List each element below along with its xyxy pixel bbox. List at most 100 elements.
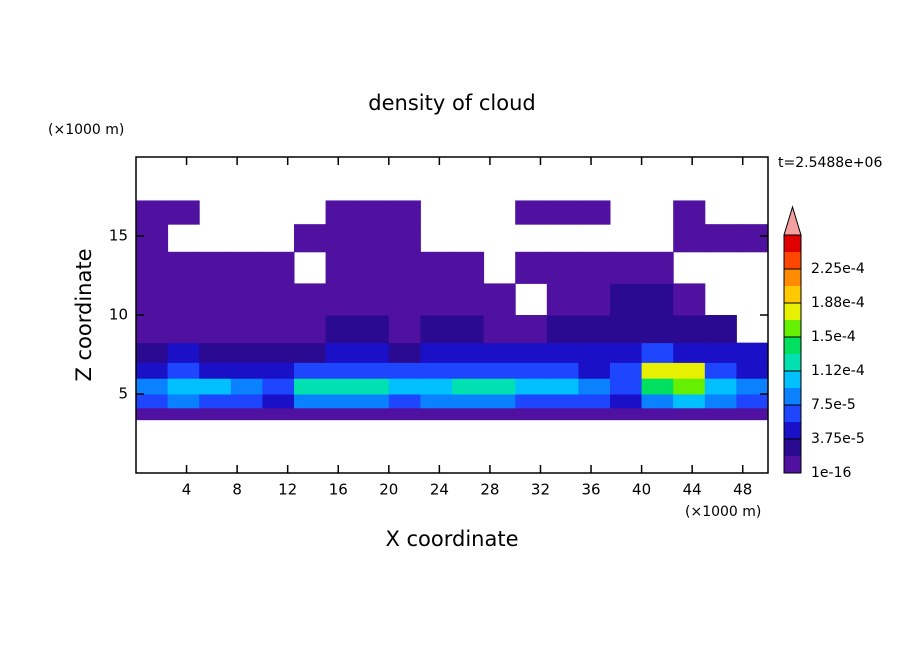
colorbar-band [784,252,801,269]
contour-cell [325,200,358,225]
contour-cell [452,378,485,395]
contour-cell [610,407,643,421]
contour-cell [136,224,169,253]
contour-cell [515,394,548,409]
contour-cell [578,283,611,316]
contour-cell [610,394,643,409]
contour-cell [546,394,579,409]
contour-cell [167,342,200,363]
x-axis-label: X coordinate [385,527,518,551]
contour-cell [136,251,169,284]
colorbar-tick-label: 1e-16 [811,465,851,481]
y-tick-label: 5 [118,385,128,403]
contour-cell [262,315,295,344]
colorbar-tick-label: 1.5e-4 [811,329,856,345]
colorbar-band [784,235,801,252]
contour-cell [452,342,485,363]
contour-cell [704,394,737,409]
contour-cell [230,342,263,363]
contour-cell [546,342,579,363]
contour-cell [262,342,295,363]
contour-cell [515,407,548,421]
contour-cell [230,378,263,395]
colorbar-band [784,303,801,320]
contour-cell [167,378,200,395]
contour-cell [167,283,200,316]
colorbar-band [784,320,801,337]
contour-cell [199,342,232,363]
contour-cell [230,394,263,409]
contour-cell [325,342,358,363]
contour-cell [388,224,421,253]
contour-cell [546,407,579,421]
contour-cell [262,394,295,409]
contour-cell [136,283,169,316]
x-tick-label: 32 [531,481,550,499]
contour-cell [578,378,611,395]
contour-cell [641,394,674,409]
contour-cell [262,251,295,284]
contour-cell [325,378,358,395]
x-tick-label: 16 [329,481,348,499]
x-tick-label: 36 [581,481,600,499]
contour-cell [515,251,548,284]
colorbar-band [784,388,801,405]
contour-cell [388,362,421,379]
contour-cell [294,394,327,409]
contour-cell [704,224,737,253]
contour-cell [357,283,390,316]
contour-cell [483,378,516,395]
x-tick-label: 4 [182,481,192,499]
colorbar-band [784,354,801,371]
contour-cell [388,315,421,344]
contour-cell [452,407,485,421]
contour-cell [357,200,390,225]
contour-cell [357,251,390,284]
contour-cell [673,378,706,395]
contour-cell [673,407,706,421]
contour-cell [736,362,769,379]
contour-cell [388,378,421,395]
contour-cell [420,315,453,344]
contour-cell [199,315,232,344]
contour-cell [483,362,516,379]
colorbar-band [784,269,801,286]
contour-cell [578,200,611,225]
contour-cell [673,342,706,363]
contour-cell [578,362,611,379]
colorbar-tick-label: 7.5e-5 [811,397,856,413]
colorbar-band [784,405,801,422]
contour-cell [167,251,200,284]
contour-cell [736,394,769,409]
annotation: t=2.5488e+06 [778,155,882,171]
x-tick-label: 28 [480,481,499,499]
contour-cell [230,315,263,344]
contour-cell [641,362,674,379]
contour-cell [325,315,358,344]
contour-cell [704,362,737,379]
contour-cell [199,362,232,379]
contour-cell [167,362,200,379]
x-tick-label: 20 [379,481,398,499]
contour-cell [420,342,453,363]
colorbar-band [784,371,801,388]
x-unit: (×1000 m) [685,504,761,520]
colorbar-tick-label: 1.12e-4 [811,363,865,379]
colorbar-tick-label: 1.88e-4 [811,295,865,311]
contour-cell [167,394,200,409]
contour-cell [136,200,169,225]
contour-cell [641,315,674,344]
y-tick-label: 10 [109,306,128,324]
contour-cell [704,378,737,395]
contour-cell [294,378,327,395]
contour-cell [736,378,769,395]
contour-cell [610,283,643,316]
contour-cell [483,342,516,363]
contour-cell [136,315,169,344]
contour-cell [704,342,737,363]
y-tick-label: 15 [109,227,128,245]
contour-cell [736,224,769,253]
contour-cell [546,251,579,284]
contour-cell [167,315,200,344]
colorbar-band [784,286,801,303]
